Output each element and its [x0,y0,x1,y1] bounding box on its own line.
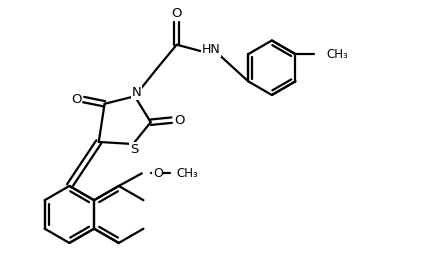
Text: HN: HN [202,43,221,56]
Text: O: O [174,114,184,127]
Text: CH₃: CH₃ [176,167,198,180]
Text: S: S [130,143,138,156]
Text: O: O [71,93,81,106]
Text: O: O [153,167,163,180]
Text: CH₃: CH₃ [326,48,348,61]
Text: O: O [172,7,182,20]
Text: N: N [132,86,142,100]
